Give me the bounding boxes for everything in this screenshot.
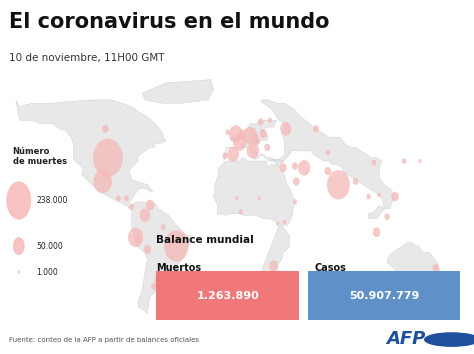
Circle shape [239,130,246,138]
Polygon shape [224,120,284,166]
Circle shape [253,134,258,141]
Circle shape [367,194,371,199]
Circle shape [293,200,297,204]
Circle shape [146,200,154,210]
Polygon shape [261,100,395,219]
Circle shape [258,119,263,125]
Circle shape [128,228,143,247]
Circle shape [255,139,259,145]
Circle shape [102,125,108,133]
Polygon shape [16,100,166,209]
Text: 1.000: 1.000 [36,268,58,277]
Circle shape [223,153,228,159]
Text: 1.263.890: 1.263.890 [196,291,259,301]
FancyBboxPatch shape [156,271,299,320]
Text: Número
de muertes: Número de muertes [12,147,66,166]
Circle shape [298,160,310,175]
Circle shape [378,193,381,197]
Polygon shape [132,202,191,314]
Polygon shape [387,242,440,287]
Circle shape [164,230,188,261]
Circle shape [124,196,128,201]
Circle shape [276,222,279,225]
Text: AFP: AFP [386,330,426,348]
Circle shape [155,273,166,287]
Circle shape [325,167,331,175]
Circle shape [425,333,474,346]
Circle shape [135,235,141,243]
Circle shape [117,196,120,201]
Circle shape [226,130,230,135]
Polygon shape [213,158,296,225]
Circle shape [152,284,156,290]
FancyBboxPatch shape [308,271,460,320]
Text: Muertos: Muertos [156,263,201,273]
Text: Casos: Casos [314,263,346,273]
Polygon shape [258,225,290,281]
Circle shape [18,271,19,273]
Circle shape [233,134,246,150]
Circle shape [313,125,319,132]
Circle shape [326,150,330,155]
Circle shape [327,171,349,199]
Circle shape [264,144,270,151]
Circle shape [268,118,272,123]
Circle shape [13,238,24,255]
Circle shape [280,164,286,172]
Circle shape [229,126,242,142]
Text: 238.000: 238.000 [36,196,68,205]
Circle shape [7,182,31,219]
Circle shape [270,261,278,272]
Circle shape [292,163,298,170]
Text: El coronavirus en el mundo: El coronavirus en el mundo [9,12,330,32]
Circle shape [293,178,299,185]
Circle shape [372,160,376,165]
Circle shape [129,204,134,210]
Circle shape [244,127,257,144]
Text: 50.000: 50.000 [36,241,63,251]
Circle shape [283,220,286,224]
Circle shape [373,228,380,237]
Circle shape [247,143,259,158]
Circle shape [144,245,151,253]
Circle shape [161,224,165,230]
Circle shape [94,170,111,193]
Circle shape [419,159,421,163]
Circle shape [281,122,291,136]
Circle shape [260,130,266,138]
Circle shape [392,192,398,201]
Circle shape [236,196,238,200]
Text: Balance mundial: Balance mundial [156,235,254,245]
Text: Fuente: conteo de la AFP a partir de balances oficiales: Fuente: conteo de la AFP a partir de bal… [9,337,200,343]
Circle shape [258,197,261,200]
Polygon shape [142,80,213,103]
Circle shape [402,159,406,164]
Circle shape [140,209,150,222]
Circle shape [228,147,238,161]
Text: 50.907.779: 50.907.779 [349,291,419,301]
Circle shape [93,139,122,176]
Circle shape [239,210,243,214]
Circle shape [433,264,439,272]
Text: 10 de noviembre, 11H00 GMT: 10 de noviembre, 11H00 GMT [9,53,165,63]
Circle shape [256,138,260,143]
Circle shape [353,178,358,184]
Circle shape [385,214,390,220]
